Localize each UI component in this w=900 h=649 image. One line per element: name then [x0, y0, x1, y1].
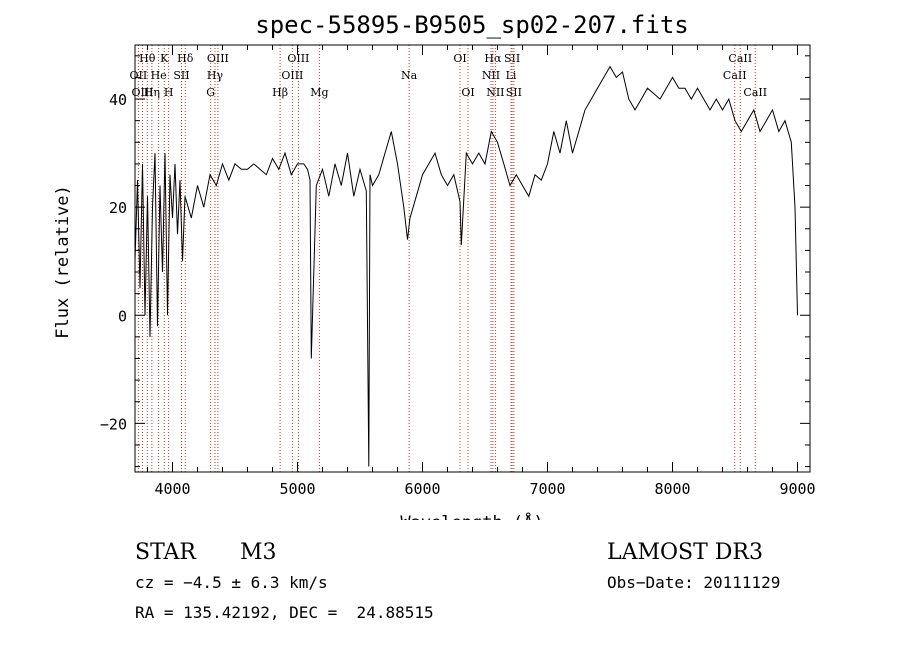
marker-label: Hδ: [177, 52, 194, 65]
y-axis-ticks: −20 0 20 40: [100, 55, 810, 468]
marker-label: Li: [506, 69, 517, 82]
spectrum-plot: spec-55895-B9505_sp02-207.fits Hθ OII OIII…: [53, 11, 816, 520]
marker-label: CaII: [723, 69, 747, 82]
marker-label: OIII: [287, 52, 309, 65]
x-tick-label: 4000: [154, 480, 190, 498]
spectral-line-markers: Hθ OII OIII He K Hη SII H Hδ OIII Hγ G OIII OIII Hβ Mg N…: [130, 45, 767, 472]
marker-label: Hθ: [139, 52, 156, 65]
marker-label: CaII: [728, 52, 752, 65]
marker-label: OIII: [281, 69, 303, 82]
marker-label: NII: [482, 69, 500, 82]
x-axis-ticks: 4000 5000 6000 7000 8000 9000: [147, 45, 816, 498]
y-tick-label: 40: [109, 91, 127, 109]
marker-label: CaII: [743, 86, 767, 99]
subclass-label: M3: [240, 540, 277, 565]
x-tick-label: 7000: [529, 480, 565, 498]
chart-title: spec-55895-B9505_sp02-207.fits: [255, 11, 688, 39]
x-tick-label: 5000: [279, 480, 315, 498]
marker-label: OIII: [131, 86, 153, 99]
x-tick-label: 8000: [654, 480, 690, 498]
marker-label: Hη: [144, 86, 160, 99]
marker-label: Hγ: [207, 69, 224, 82]
survey-label: LAMOST DR3: [607, 540, 763, 565]
marker-label: OIII: [207, 52, 229, 65]
marker-label: SII: [173, 69, 189, 82]
x-tick-label: 6000: [404, 480, 440, 498]
marker-label: Hα: [484, 52, 502, 65]
ra-dec: RA = 135.42192, DEC = 24.88515: [135, 603, 434, 622]
obs-date: Obs−Date: 20111129: [607, 573, 781, 592]
x-axis-label: Wavelength (Å): [400, 511, 543, 520]
y-tick-label: 0: [118, 307, 127, 325]
marker-label: NII: [486, 86, 504, 99]
marker-label: He: [151, 69, 167, 82]
marker-label: OI: [461, 86, 474, 99]
marker-label: SII: [504, 52, 520, 65]
marker-label: K: [160, 52, 169, 65]
class-label: STAR: [135, 540, 196, 565]
marker-label: SII: [506, 86, 522, 99]
y-tick-label: −20: [100, 415, 127, 433]
marker-label: Hβ: [272, 86, 288, 99]
x-tick-label: 9000: [779, 480, 815, 498]
marker-label: OII: [130, 69, 148, 82]
marker-label: Na: [401, 69, 418, 82]
cz-value: cz = −4.5 ± 6.3 km/s: [135, 573, 328, 592]
marker-label: H: [164, 86, 174, 99]
plot-frame: [134, 44, 811, 473]
spectrum-line: [134, 65, 798, 467]
y-tick-label: 20: [109, 199, 127, 217]
y-axis-label: Flux (relative): [53, 185, 73, 339]
marker-label: G: [206, 86, 215, 99]
marker-label: Mg: [310, 86, 328, 99]
marker-label: OI: [453, 52, 466, 65]
